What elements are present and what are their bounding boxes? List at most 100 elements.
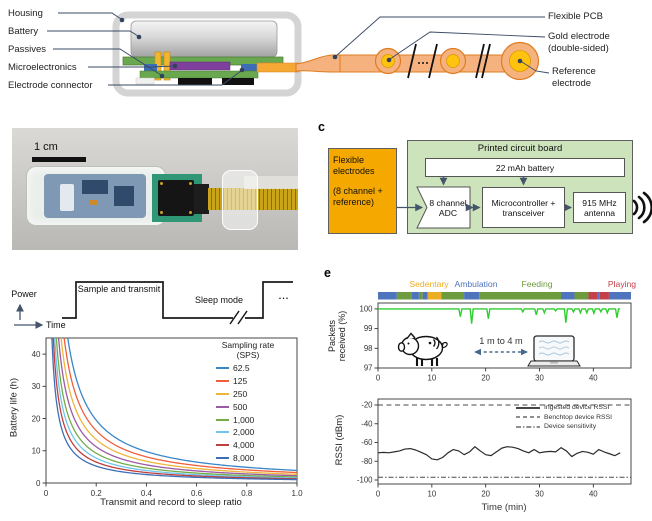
plot-frame (45, 337, 298, 484)
electrode-connector-shape (222, 78, 254, 85)
rssi-chart: Time (min) 0 10 20 30 40 -20 -40 -60 -80 -100 (357, 398, 632, 513)
ribbon-exit (256, 62, 300, 73)
time-label: Time (46, 320, 66, 330)
wireless-waves-icon (632, 191, 652, 224)
legend-item-62.5: 62.5 (216, 362, 298, 375)
activity-segment-playing (588, 292, 598, 300)
activity-segment-ambulation (422, 292, 428, 300)
distance-arrow (474, 348, 528, 356)
svg-text:20: 20 (32, 414, 41, 423)
rssi-xlabel: Time (min) (481, 502, 526, 513)
laptop-icon (527, 335, 581, 367)
block-diagram-panel: c Flexible electrodes (318, 118, 652, 243)
activity-segment-feeding (418, 292, 423, 300)
battery-legend: Sampling rate (SPS) 62.5 125 250 500 1,000 2,… (198, 340, 298, 464)
sleep-mode-label: Sleep mode (194, 295, 244, 305)
series-500 (57, 337, 298, 477)
activity-label-feeding: Feeding (521, 279, 553, 289)
gold-pad (160, 182, 163, 185)
activity-segment-sedentary (427, 292, 442, 300)
flexible-electrodes-sub: (8 channel + reference) (333, 186, 383, 207)
svg-text:30: 30 (535, 374, 544, 383)
svg-text:1.0: 1.0 (291, 489, 303, 498)
photo-silicone-clip (222, 170, 258, 230)
adc-block-shape (416, 186, 471, 229)
activity-label-playing: Playing (607, 279, 637, 289)
legend-item-4,000: 4,000 (216, 439, 298, 452)
white-sliver (135, 77, 155, 85)
activity-segment-ambulation (608, 292, 631, 300)
legend-item-8,000: 8,000 (216, 452, 298, 465)
svg-text:0.8: 0.8 (241, 489, 253, 498)
activity-segment-ambulation (561, 292, 575, 300)
photo-chip (114, 186, 134, 206)
svg-text:0: 0 (44, 489, 49, 498)
scale-label: 1 cm (34, 141, 58, 153)
battery-xlabel: Transmit and record to sleep ratio (100, 497, 242, 508)
antenna-block: 915 MHz antenna (573, 192, 626, 223)
label-electrode-connector: Electrode connector (8, 80, 93, 91)
photo-connector-module (158, 180, 194, 216)
electrode-connector-shape (178, 78, 212, 85)
activity-segment-ambulation (464, 292, 480, 300)
activity-segment-ambulation (597, 292, 600, 300)
svg-text:0: 0 (376, 490, 381, 499)
continuation-dots: ... (278, 291, 290, 301)
activity-label-ambulation: Ambulation (454, 279, 498, 289)
series-62.5 (67, 337, 298, 472)
gold-pad (189, 182, 192, 185)
label-microelectronics: Microelectronics (8, 62, 77, 73)
mcu-block: Microcontroller + transceiver (482, 187, 565, 228)
svg-text:100: 100 (359, 305, 373, 314)
legend-item-250: 250 (216, 388, 298, 401)
legend-item-125: 125 (216, 375, 298, 388)
svg-text:30: 30 (535, 490, 544, 499)
activity-segment-feeding (479, 292, 562, 300)
ingested-rssi-line (377, 446, 621, 461)
rssi-legend-item: Device sensitivity (516, 423, 597, 431)
photo-ribbon-connector (194, 184, 209, 214)
series-8,000 (51, 337, 298, 481)
activity-segment-ambulation (411, 292, 419, 300)
svg-text:98: 98 (364, 344, 373, 353)
rssi-ylabel: RSSI (dBm) (334, 414, 345, 466)
svg-text:40: 40 (589, 490, 598, 499)
activity-segment-feeding (441, 292, 465, 300)
svg-text:-60: -60 (361, 438, 373, 447)
legend-item-500: 500 (216, 400, 298, 413)
break-marks (407, 43, 491, 79)
activity-label-sedentary: Sedentary (409, 279, 449, 289)
plot-frame (377, 398, 632, 485)
power-time-axes (14, 303, 44, 329)
rssi-legend: Ingested device RSSI Benchtop device RSSI… (516, 403, 612, 432)
svg-text:-40: -40 (361, 419, 373, 428)
svg-text:0: 0 (36, 479, 41, 488)
microelectronics-shape (169, 61, 231, 71)
label-flexible-pcb: Flexible PCB (548, 11, 603, 22)
svg-text:20: 20 (481, 374, 490, 383)
svg-text:40: 40 (32, 350, 41, 359)
legend-item-1,000: 1,000 (216, 413, 298, 426)
svg-text:-100: -100 (357, 476, 373, 485)
svg-text:-80: -80 (361, 457, 373, 466)
legend-items: 62.5 125 250 500 1,000 2,000 4,000 8,000 (216, 362, 298, 464)
flex-pcb-tail (295, 54, 346, 73)
svg-text:10: 10 (427, 374, 436, 383)
packets-received-chart: 1 m to 4 m 0 10 20 30 40 97 98 99 100 (359, 292, 632, 383)
svg-text:10: 10 (32, 447, 41, 456)
series-4,000 (52, 337, 298, 480)
activity-segment-feeding (396, 292, 412, 300)
distance-label: 1 m to 4 m (479, 336, 523, 346)
svg-text:0.2: 0.2 (91, 489, 103, 498)
photo-chip (82, 180, 108, 194)
rssi-legend-item: Ingested device RSSI (516, 404, 610, 412)
activity-segment-feeding (574, 292, 589, 300)
power-waveform (62, 281, 293, 325)
svg-text:0: 0 (376, 374, 381, 383)
packets-line (378, 308, 621, 324)
flexible-electrodes-title: Flexible electrodes (333, 155, 375, 176)
gold-electrode (446, 54, 460, 68)
battery-life-chart: 0 0.2 0.4 0.6 0.8 1.0 0 10 20 30 40 (32, 337, 303, 498)
block-arrows (397, 177, 573, 212)
